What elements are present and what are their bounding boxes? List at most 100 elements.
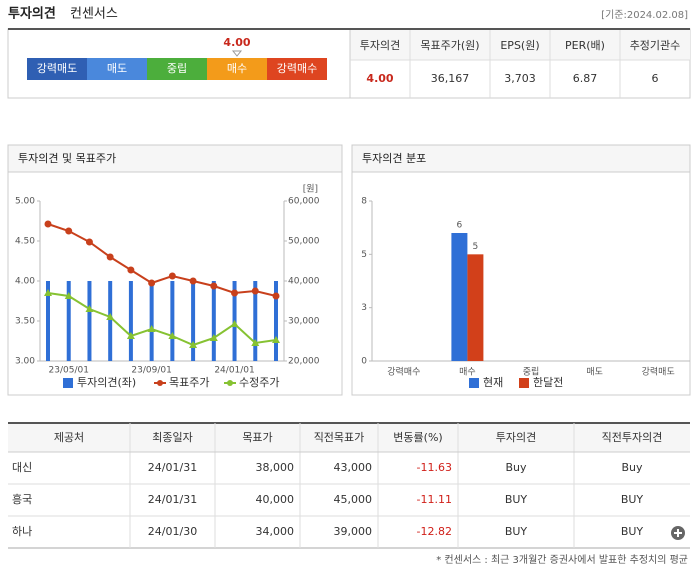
legend-label: 투자의견(좌) [77, 376, 136, 389]
panel-header [7, 144, 343, 173]
y2-tick-label: 40,000 [288, 277, 320, 287]
marker [168, 332, 177, 339]
bar [46, 281, 50, 361]
legend-swatch [519, 378, 529, 388]
bar [274, 281, 278, 361]
x-tick-label: 중립 [523, 367, 540, 378]
table-cell: 하나 [12, 524, 32, 538]
y-tick-label: 3 [361, 303, 367, 313]
marker [147, 325, 156, 332]
y-tick-label: 5 [361, 250, 367, 260]
table-header: 투자의견 [496, 431, 536, 444]
legend-swatch [63, 378, 73, 388]
rating-label: 강력매도 [37, 62, 77, 75]
table-cell: 45,000 [334, 493, 373, 506]
table-cell: 대신 [12, 461, 32, 474]
marker [251, 287, 259, 295]
y2-tick-label: 50,000 [288, 237, 320, 247]
x-tick-label: 24/01/01 [214, 366, 254, 376]
legend-label: 수정주가 [239, 376, 279, 389]
table-cell: 24/01/31 [148, 461, 197, 474]
legend-swatch [469, 378, 479, 388]
summary-value: 6 [652, 72, 659, 85]
marker [126, 332, 135, 339]
table-cell: 43,000 [334, 461, 373, 474]
summary-value: 6.87 [573, 72, 598, 85]
marker [189, 341, 198, 348]
table-cell: 39,000 [334, 525, 373, 538]
summary-header: 목표주가(원) [420, 39, 479, 52]
y-tick-label: 3.50 [15, 317, 35, 327]
marker [85, 238, 93, 246]
summary-header: 추정기관수 [630, 39, 681, 52]
table-cell: 24/01/31 [148, 493, 197, 506]
table-head-bg [8, 423, 690, 452]
x-tick-label: 23/05/01 [49, 366, 89, 376]
summary-header: 투자의견 [360, 39, 400, 52]
footnote: * 컨센서스 : 최근 3개월간 증권사에서 발표한 추정치의 평균 [436, 554, 688, 566]
y2-tick-label: 30,000 [288, 317, 320, 327]
expand-icon [674, 529, 682, 537]
legend-swatch [157, 380, 163, 386]
bar [170, 281, 175, 361]
marker [251, 339, 260, 346]
rating-label: 매수 [227, 62, 247, 75]
marker [272, 336, 280, 343]
summary-header: EPS(원) [500, 39, 539, 52]
rating-segment [147, 58, 207, 80]
marker [65, 227, 73, 235]
marker [189, 277, 197, 285]
y-tick-label: 4.00 [15, 277, 35, 287]
y2-tick-label: 60,000 [288, 197, 320, 207]
line [47, 223, 277, 297]
table-cell: -12.82 [417, 525, 452, 538]
panel [351, 144, 691, 396]
x-tick-label: 강력매수 [387, 366, 420, 378]
marker [44, 220, 52, 228]
marker [272, 292, 280, 300]
legend-label: 목표주가 [169, 376, 209, 389]
bar [451, 233, 468, 361]
value-label: 5 [473, 242, 479, 252]
value-label: 6 [457, 221, 463, 231]
y-tick-label: 5.00 [15, 197, 35, 207]
marker [85, 305, 94, 312]
marker [148, 279, 156, 287]
bar [66, 281, 71, 361]
summary-value: 3,703 [504, 72, 536, 85]
rating-indicator [231, 50, 243, 57]
bar [191, 281, 196, 361]
table-cell: 24/01/30 [148, 525, 197, 538]
marker [210, 282, 218, 290]
table-cell: BUY [505, 525, 528, 538]
chart-title: 투자의견 분포 [362, 152, 426, 165]
rating-label: 중립 [167, 62, 187, 75]
table-cell: BUY [621, 493, 644, 506]
rating-label: 강력매수 [277, 62, 317, 75]
y2-unit: [원] [303, 184, 318, 195]
y-tick-label: 4.50 [15, 237, 35, 247]
y-tick-label: 8 [361, 197, 367, 207]
bar [467, 254, 484, 361]
table-cell: 흥국 [12, 492, 32, 506]
rating-label: 매도 [107, 62, 127, 75]
summary-header: PER(배) [565, 39, 605, 52]
marker [231, 289, 239, 297]
marker [230, 320, 239, 327]
bar [253, 281, 258, 361]
page-title: 투자의견 [8, 6, 56, 22]
table-header: 제공처 [54, 431, 84, 444]
rating-segment [207, 58, 267, 80]
table-cell: 34,000 [256, 525, 295, 538]
chart-title: 투자의견 및 목표주가 [18, 152, 116, 165]
x-tick-label: 강력매도 [642, 366, 675, 378]
bar [108, 281, 113, 361]
table-cell: -11.11 [417, 493, 452, 506]
summary-value: 4.00 [366, 72, 393, 85]
table-cell: BUY [621, 525, 644, 538]
x-tick-label: 매도 [586, 367, 603, 378]
marker [106, 313, 115, 320]
marker [127, 266, 135, 274]
bar [149, 281, 154, 361]
